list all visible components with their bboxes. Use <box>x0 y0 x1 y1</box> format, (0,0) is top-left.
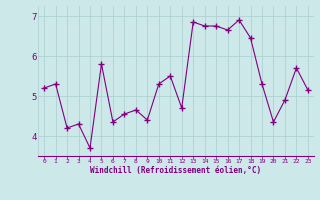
X-axis label: Windchill (Refroidissement éolien,°C): Windchill (Refroidissement éolien,°C) <box>91 166 261 175</box>
